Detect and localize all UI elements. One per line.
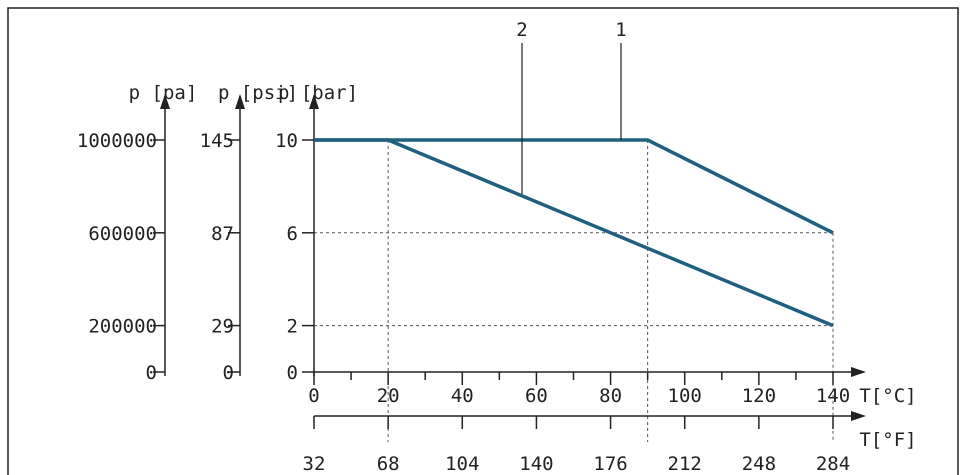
y-axis-psi-tick-label: 87: [211, 223, 234, 245]
y-axis-pa-tick-label: 600000: [88, 223, 157, 245]
y-axis-psi-tick-label: 29: [211, 316, 234, 338]
x-axis-fahrenheit-tick-label: 32: [303, 453, 326, 475]
y-axis-psi-label: p [psi]: [218, 82, 298, 104]
y-axis-pa-tick-label: 1000000: [77, 130, 157, 152]
labels-layer: 12: [516, 19, 626, 194]
x-axis-fahrenheit-tick-label: 104: [445, 453, 479, 475]
x-axis-fahrenheit-tick-label: 212: [668, 453, 702, 475]
callout-label-1: 1: [615, 19, 626, 41]
x-axis-celsius-tick-label: 20: [377, 385, 400, 407]
x-axis-fahrenheit-arrow: [851, 411, 866, 421]
y-axis-psi-tick-label: 145: [200, 130, 234, 152]
x-axis-celsius-tick-label: 60: [525, 385, 548, 407]
x-axis-celsius-arrow: [851, 367, 866, 377]
x-axis-fahrenheit-label: T[°F]: [859, 429, 916, 451]
y-axis-bar-tick-label: 10: [275, 130, 298, 152]
x-axis-celsius-tick-label: 120: [742, 385, 776, 407]
y-axis-pa-tick-label: 200000: [88, 316, 157, 338]
y-axis-bar-tick-label: 6: [287, 223, 298, 245]
x-axis-fahrenheit-tick-label: 248: [742, 453, 776, 475]
x-axis-fahrenheit-tick-label: 140: [519, 453, 553, 475]
x-axis-fahrenheit-tick-label: 176: [593, 453, 627, 475]
x-axis-celsius-tick-label: 140: [816, 385, 850, 407]
x-axis-celsius-label: T[°C]: [859, 385, 916, 407]
callout-label-2: 2: [516, 19, 527, 41]
y-axis-pa-tick-label: 0: [146, 362, 157, 384]
x-axis-celsius-tick-label: 100: [668, 385, 702, 407]
y-axis-bar-tick-label: 0: [287, 362, 298, 384]
x-axis-celsius-tick-label: 0: [308, 385, 319, 407]
y-axis-psi-tick-label: 0: [223, 362, 234, 384]
y-axis-bar-tick-label: 2: [287, 316, 298, 338]
y-axis-pa-label: p [pa]: [129, 82, 198, 104]
x-axis-fahrenheit-tick-label: 68: [377, 453, 400, 475]
x-axis-celsius-tick-label: 80: [599, 385, 622, 407]
x-axis-fahrenheit-tick-label: 284: [816, 453, 850, 475]
x-axis-celsius-tick-label: 40: [451, 385, 474, 407]
